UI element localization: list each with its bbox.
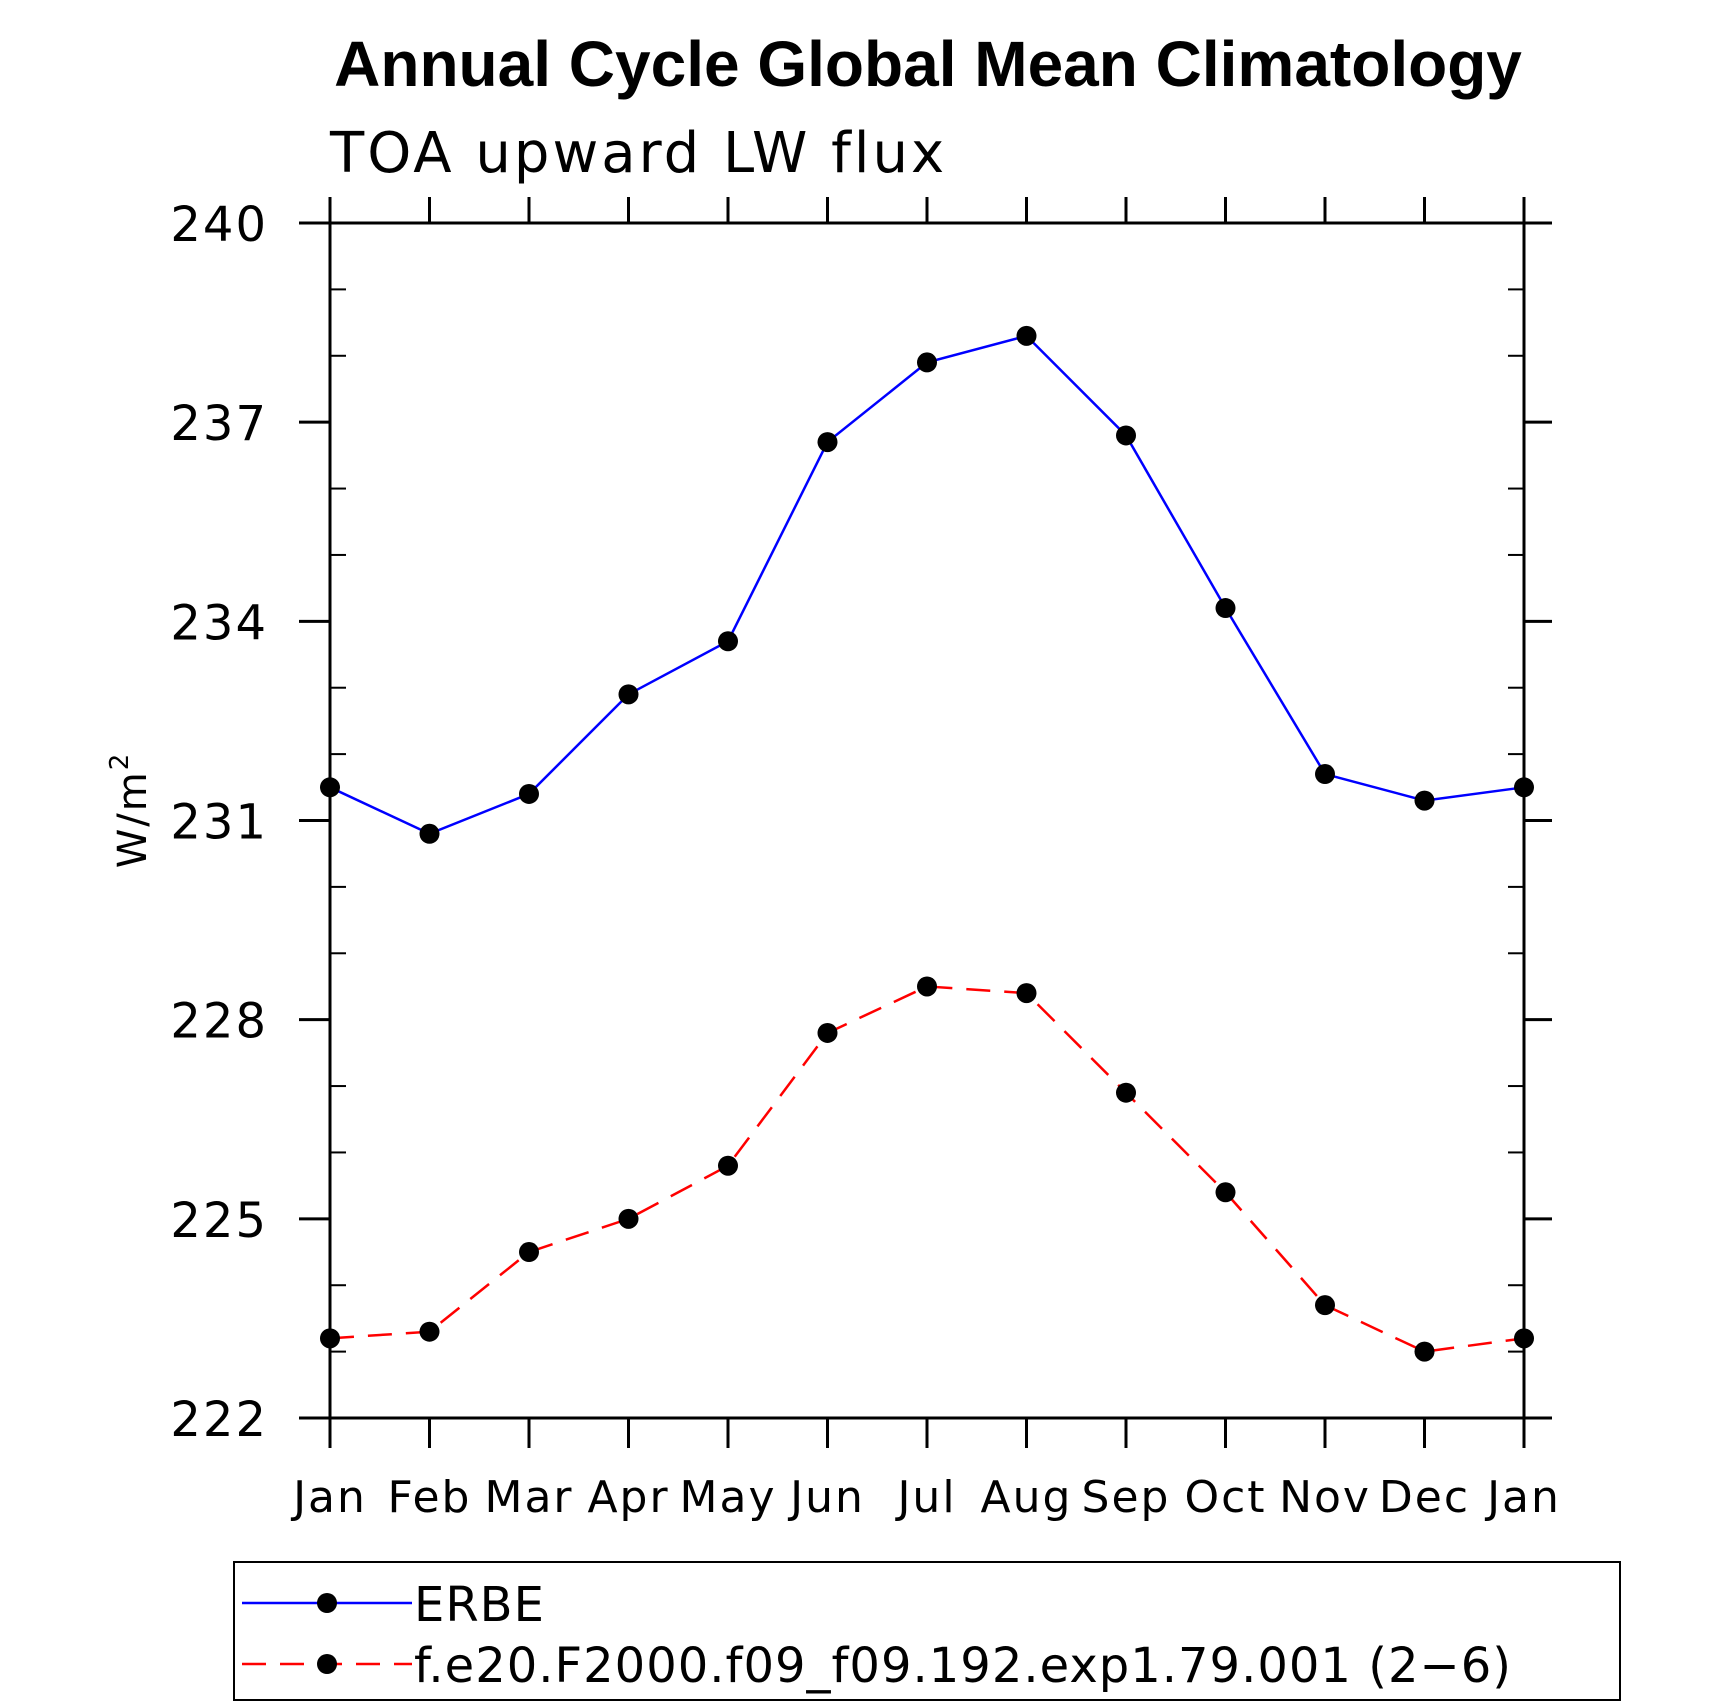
data-point [1414, 1341, 1435, 1362]
series-layer [320, 325, 1534, 1362]
legend-marker [317, 1593, 337, 1613]
data-point [1315, 1295, 1335, 1316]
data-point [917, 352, 937, 373]
data-point [917, 976, 937, 997]
data-point [1016, 983, 1037, 1004]
data-point [718, 631, 738, 652]
data-point [817, 432, 838, 453]
x-tick-label: Jul [894, 1472, 956, 1523]
data-point [519, 1242, 539, 1263]
plot-frame [299, 221, 1552, 1420]
series-erbe [320, 325, 1534, 844]
data-point [1514, 1328, 1534, 1349]
legend-marker [317, 1654, 337, 1674]
data-point [320, 777, 340, 798]
data-point [419, 1321, 440, 1342]
chart-title: Annual Cycle Global Mean Climatology [334, 28, 1522, 100]
x-tick-label: Nov [1279, 1472, 1371, 1523]
y-tick-label: 225 [170, 1193, 268, 1249]
x-tick-label: May [680, 1472, 777, 1523]
x-tick-label: Dec [1379, 1472, 1470, 1523]
data-point [1215, 598, 1236, 619]
x-tick-label: Oct [1184, 1472, 1266, 1523]
data-point [1315, 764, 1335, 785]
x-tick-label: Jan [1484, 1472, 1561, 1523]
data-point [519, 783, 539, 804]
x-tick-label: Aug [981, 1472, 1073, 1523]
y-axis-ticks: 240 237 234 231 228 225 222 [170, 197, 1552, 1448]
y-tick-label: 228 [170, 994, 268, 1050]
data-point [1016, 325, 1037, 346]
y-tick-label: 234 [170, 595, 268, 651]
legend-box [233, 1561, 1621, 1701]
data-point [1116, 425, 1136, 446]
legend-label: f.e20.F2000.f09_f09.192.exp1.79.001 (2−6… [414, 1638, 1512, 1694]
series-line [329, 334, 1525, 836]
data-point [320, 1328, 340, 1349]
x-tick-label: Jun [787, 1472, 865, 1523]
legend-label: ERBE [414, 1577, 545, 1633]
x-tick-label: Feb [388, 1472, 472, 1523]
plot-border [328, 221, 1526, 1420]
data-point [1215, 1182, 1236, 1203]
y-axis-label: W/m2 [105, 752, 156, 869]
data-point [1514, 777, 1534, 798]
data-point [618, 1208, 639, 1229]
series-model [320, 976, 1534, 1362]
data-point [419, 823, 440, 844]
legend: ERBEf.e20.F2000.f09_f09.192.exp1.79.001 … [233, 1561, 1621, 1701]
y-axis-label-unit: W/m [110, 770, 156, 868]
data-point [817, 1022, 838, 1043]
y-axis-label-superscript: 2 [105, 752, 135, 771]
x-tick-label: Mar [484, 1472, 573, 1523]
y-tick-label: 231 [170, 795, 268, 851]
data-point [618, 684, 639, 705]
chart-subtitle: TOA upward LW flux [329, 121, 947, 186]
y-tick-label: 240 [170, 197, 268, 253]
data-point [718, 1155, 738, 1176]
x-tick-label: Apr [587, 1472, 669, 1523]
series-line [329, 985, 1525, 1353]
data-point [1116, 1082, 1136, 1103]
x-axis-ticks: Jan Feb Mar Apr May Jun Jul Aug Sep Oct Nov Dec Jan [290, 197, 1561, 1523]
y-tick-label: 237 [170, 396, 268, 452]
x-tick-label: Sep [1082, 1472, 1171, 1523]
data-point [1414, 790, 1435, 811]
y-tick-label: 222 [170, 1392, 268, 1448]
x-tick-label: Jan [290, 1472, 367, 1523]
